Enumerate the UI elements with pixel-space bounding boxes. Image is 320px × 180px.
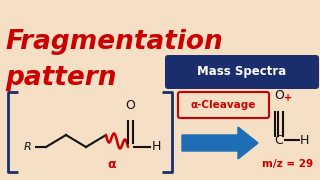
Polygon shape [182, 127, 258, 159]
Text: pattern: pattern [5, 65, 116, 91]
FancyBboxPatch shape [165, 55, 319, 89]
Text: Fragmentation: Fragmentation [5, 29, 223, 55]
Text: H: H [299, 134, 309, 147]
Text: m/z = 29: m/z = 29 [262, 159, 314, 169]
Text: Mass Spectra: Mass Spectra [197, 66, 287, 78]
Text: O: O [125, 99, 135, 112]
Text: O: O [274, 89, 284, 102]
Text: +: + [284, 93, 292, 103]
Text: α: α [108, 159, 116, 172]
FancyBboxPatch shape [178, 92, 269, 118]
Text: R: R [24, 142, 32, 152]
Text: α-Cleavage: α-Cleavage [191, 100, 256, 110]
Text: C: C [275, 134, 284, 147]
Text: H: H [151, 141, 161, 154]
